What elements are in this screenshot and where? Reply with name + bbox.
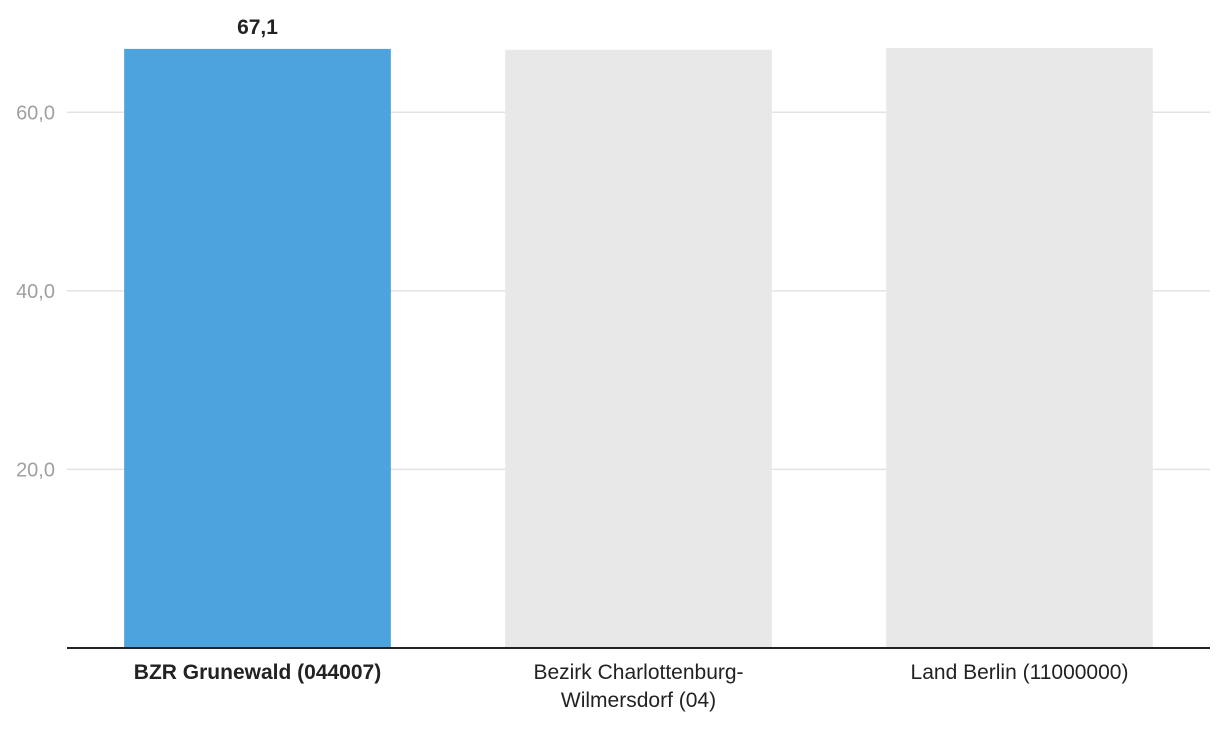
bar bbox=[505, 49, 772, 649]
bar bbox=[886, 48, 1153, 648]
bar-value-label: 67,1 bbox=[237, 16, 278, 39]
x-axis-labels: BZR Grunewald (044007) Bezirk Charlottenb… bbox=[134, 661, 1129, 712]
bars bbox=[124, 48, 1153, 649]
y-tick-label: 40,0 bbox=[16, 281, 55, 303]
y-tick-label: 20,0 bbox=[16, 459, 55, 481]
x-category-label: Bezirk Charlottenburg- Wilmersdorf (04) bbox=[533, 661, 743, 712]
x-category-label-line: BZR Grunewald (044007) bbox=[134, 661, 381, 684]
x-category-label-line: Bezirk Charlottenburg- bbox=[533, 661, 743, 684]
y-axis-ticks: 20,0 40,0 60,0 bbox=[16, 102, 55, 481]
x-category-label: Land Berlin (11000000) bbox=[911, 661, 1129, 684]
x-category-label: BZR Grunewald (044007) bbox=[134, 661, 381, 684]
data-labels: 67,1 bbox=[237, 16, 278, 39]
x-category-label-line: Wilmersdorf (04) bbox=[561, 689, 716, 712]
y-tick-label: 60,0 bbox=[16, 102, 55, 124]
x-category-label-line: Land Berlin (11000000) bbox=[911, 661, 1129, 684]
bar bbox=[124, 48, 391, 648]
